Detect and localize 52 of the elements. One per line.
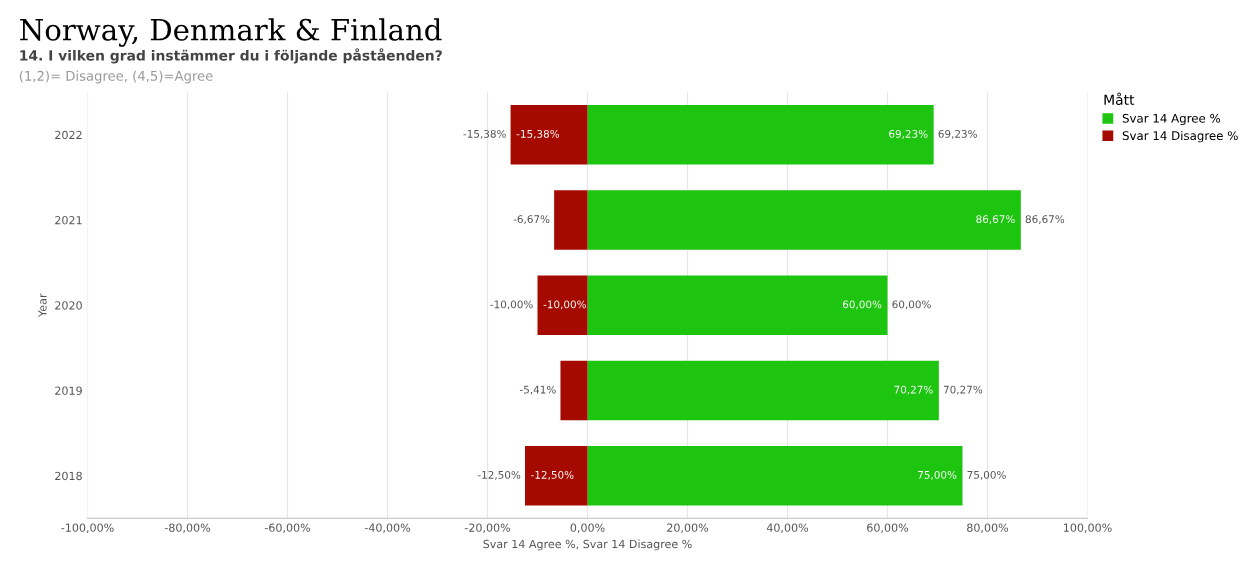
data-label: 69,23% [938,129,977,139]
legend-label: Svar 14 Agree % [1122,113,1221,126]
data-label: -12,50% [477,470,521,480]
annotation: 86,67% [976,215,1015,225]
bar [537,275,588,336]
y-tick-label: 2020 [55,301,82,310]
data-label: -6,67% [513,215,550,225]
y-tick-label: 2018 [55,471,82,481]
x-tick-label: 100,00% [1064,523,1112,533]
x-tick-label: 40,00% [766,523,809,533]
x-tick-label: -20,00% [464,523,511,533]
x-tick-label: 80,00% [967,523,1009,533]
x-tick-label: 20,00% [667,523,709,533]
y-tick-label: 2021 [55,216,82,225]
bar [587,360,939,421]
bar [510,104,588,165]
bar [554,190,588,250]
x-tick-label: -100,00% [61,523,114,533]
x-axis-title: Svar 14 Agree %, Svar 14 Disagree % [483,539,692,551]
bar [587,190,1021,250]
chart-subtitle: 14. I vilken grad instämmer du i följande påståenden? [20,48,442,64]
bar [587,104,934,165]
annotation: -15,38% [516,129,560,139]
text: (1,2)= Disagree, (4,5)=Agree [19,70,213,84]
bar [560,360,588,421]
y-axis-title: Year [38,293,47,318]
x-tick-label: -80,00% [164,523,211,533]
data-label: 60,00% [892,300,931,310]
annotation: -10,00% [543,300,586,310]
annotation: 75,00% [918,470,957,480]
bar [587,275,888,336]
y-tick-label: 2022 [55,130,82,140]
data-label: 75,00% [967,470,1006,480]
x-tick-label: -40,00% [364,523,411,533]
legend-label: Svar 14 Disagree % [1122,130,1238,143]
data-label: -5,41% [519,385,556,395]
bar [587,445,963,506]
annotation: 69,23% [889,129,928,139]
y-tick-label: 2019 [55,386,82,395]
bar [525,445,588,506]
annotation: 70,27% [894,385,933,395]
annotation: 60,00% [842,300,882,310]
chart-title: Norway, Denmark & Finland [20,18,442,47]
data-label: 86,67% [1025,215,1065,225]
x-tick-label: -60,00% [264,523,311,533]
data-label: -15,38% [463,129,506,139]
data-label: 70,27% [943,385,983,395]
data-label: -10,00% [490,300,533,310]
x-tick-label: 60,00% [867,523,909,533]
legend-title: Mått [1104,92,1135,106]
annotation: -12,50% [531,470,574,480]
x-tick-label: 0,00% [570,523,605,533]
